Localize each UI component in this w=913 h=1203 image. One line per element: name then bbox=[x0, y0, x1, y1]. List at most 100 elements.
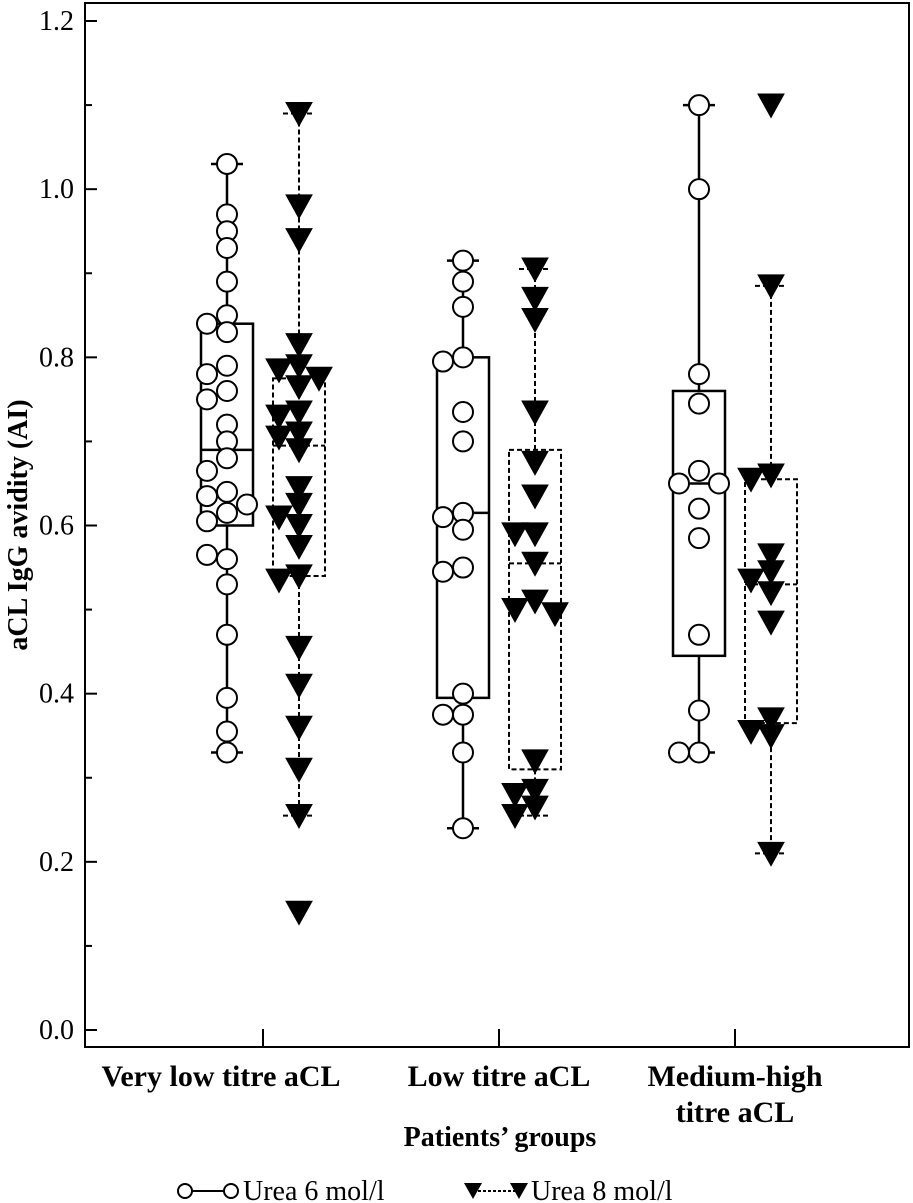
circle-data-point bbox=[196, 388, 218, 411]
points-urea-8-group-2 bbox=[501, 257, 569, 829]
triangle-data-point bbox=[501, 783, 529, 808]
triangle-data-point bbox=[521, 484, 549, 510]
triangle-data-point bbox=[285, 354, 313, 380]
circle-data-point bbox=[452, 270, 474, 293]
circle-data-point bbox=[216, 548, 238, 571]
triangle-data-point bbox=[757, 610, 785, 636]
circle-data-point bbox=[216, 354, 238, 377]
legend: Urea 6 mol/l Urea 8 mol/l bbox=[177, 1176, 673, 1203]
x-category-label: titre aCL bbox=[676, 1096, 795, 1129]
circle-data-point bbox=[432, 506, 454, 529]
circle-data-point bbox=[216, 237, 238, 260]
triangle-data-point bbox=[521, 286, 549, 312]
circle-data-point bbox=[432, 703, 454, 726]
triangle-data-point bbox=[737, 568, 765, 594]
circle-data-point bbox=[668, 472, 690, 495]
circle-data-point bbox=[196, 485, 218, 508]
box-urea-6-group-3 bbox=[671, 103, 727, 754]
x-axis: Very low titre aCL Low titre aCL Medium-hi… bbox=[101, 1029, 823, 1129]
y-tick-label: 0.2 bbox=[39, 847, 74, 878]
circle-data-point bbox=[452, 249, 474, 272]
circle-data-point bbox=[432, 560, 454, 583]
y-tick-label: 0.0 bbox=[39, 1015, 74, 1046]
triangle-data-point bbox=[521, 551, 549, 577]
circle-data-point bbox=[452, 295, 474, 318]
legend-marker-circle bbox=[177, 1183, 193, 1199]
triangle-data-point bbox=[285, 101, 313, 127]
legend-marker-triangle bbox=[510, 1183, 528, 1199]
x-category-label: Low titre aCL bbox=[408, 1060, 591, 1093]
legend-item-urea-8: Urea 8 mol/l bbox=[464, 1176, 673, 1203]
circle-data-point bbox=[452, 518, 474, 541]
circle-data-point bbox=[216, 623, 238, 646]
legend-marker-circle bbox=[223, 1183, 239, 1199]
circle-data-point bbox=[216, 152, 238, 175]
circle-data-point bbox=[196, 459, 218, 482]
triangle-data-point bbox=[757, 560, 785, 586]
y-axis: 0.0 0.2 0.4 0.6 0.8 1.0 1.2 bbox=[39, 6, 97, 1046]
circle-data-point bbox=[688, 623, 710, 646]
circle-data-point bbox=[216, 686, 238, 709]
triangle-data-point bbox=[521, 778, 549, 804]
circle-data-point bbox=[216, 321, 238, 344]
circle-data-point bbox=[688, 459, 710, 482]
circle-data-point bbox=[688, 497, 710, 520]
triangle-data-point bbox=[501, 804, 529, 829]
circle-data-point bbox=[452, 741, 474, 764]
x-axis-title: Patients’ groups bbox=[404, 1122, 597, 1153]
circle-data-point bbox=[196, 510, 218, 533]
triangle-data-point bbox=[757, 581, 785, 607]
triangle-data-point bbox=[757, 274, 785, 300]
triangle-data-point bbox=[285, 476, 313, 502]
triangle-data-point bbox=[521, 589, 549, 615]
circle-data-point bbox=[196, 543, 218, 566]
triangle-data-point bbox=[521, 749, 549, 775]
triangle-data-point bbox=[757, 724, 785, 750]
triangle-data-point bbox=[285, 564, 313, 590]
points-urea-8-group-3 bbox=[737, 93, 785, 867]
legend-marker-triangle bbox=[464, 1183, 482, 1199]
triangle-data-point bbox=[285, 900, 313, 926]
circle-data-point bbox=[688, 699, 710, 722]
triangle-data-point bbox=[285, 228, 313, 253]
triangle-data-point bbox=[285, 534, 313, 560]
triangle-data-point bbox=[285, 757, 313, 783]
legend-label: Urea 8 mol/l bbox=[531, 1176, 673, 1203]
y-tick-label: 1.0 bbox=[39, 174, 74, 205]
points-urea-6-group-3 bbox=[668, 94, 730, 764]
triangle-data-point bbox=[285, 333, 313, 359]
triangle-data-point bbox=[285, 375, 313, 401]
circle-data-point bbox=[216, 741, 238, 764]
circle-data-point bbox=[452, 430, 474, 453]
triangle-data-point bbox=[285, 421, 313, 447]
triangle-data-point bbox=[285, 492, 313, 518]
circle-data-point bbox=[216, 720, 238, 743]
x-category-label: Medium-high bbox=[647, 1060, 822, 1093]
circle-data-point bbox=[688, 363, 710, 386]
y-axis-title: aCL IgG avidity (AI) bbox=[3, 399, 34, 650]
triangle-data-point bbox=[501, 522, 529, 548]
y-tick-label: 1.2 bbox=[39, 6, 74, 37]
triangle-data-point bbox=[737, 719, 765, 745]
circle-data-point bbox=[668, 741, 690, 764]
legend-item-urea-6: Urea 6 mol/l bbox=[177, 1176, 385, 1203]
triangle-data-point bbox=[285, 513, 313, 539]
triangle-data-point bbox=[285, 673, 313, 699]
data-points bbox=[196, 93, 785, 926]
triangle-data-point bbox=[285, 438, 313, 464]
circle-data-point bbox=[452, 346, 474, 369]
circle-data-point bbox=[688, 392, 710, 415]
circle-data-point bbox=[452, 817, 474, 840]
triangle-data-point bbox=[285, 194, 313, 220]
triangle-data-point bbox=[285, 400, 313, 426]
triangle-data-point bbox=[521, 522, 549, 548]
triangle-data-point bbox=[265, 505, 293, 531]
circle-data-point bbox=[452, 682, 474, 705]
circle-data-point bbox=[688, 94, 710, 117]
triangle-data-point bbox=[521, 307, 549, 333]
circle-data-point bbox=[216, 270, 238, 293]
circle-data-point bbox=[216, 573, 238, 596]
triangle-data-point bbox=[757, 707, 785, 733]
circle-data-point bbox=[216, 501, 238, 524]
